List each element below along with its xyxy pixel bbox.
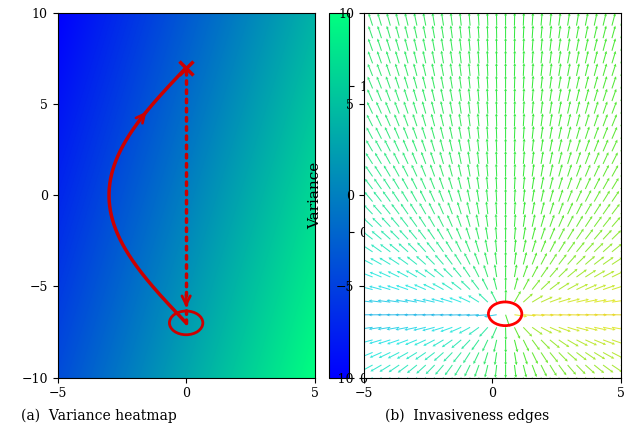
Y-axis label: variance: variance — [386, 162, 400, 228]
Text: (b)  Invasiveness edges: (b) Invasiveness edges — [385, 409, 549, 423]
Text: (a)  Variance heatmap: (a) Variance heatmap — [21, 409, 177, 423]
Y-axis label: Variance: Variance — [308, 162, 322, 229]
